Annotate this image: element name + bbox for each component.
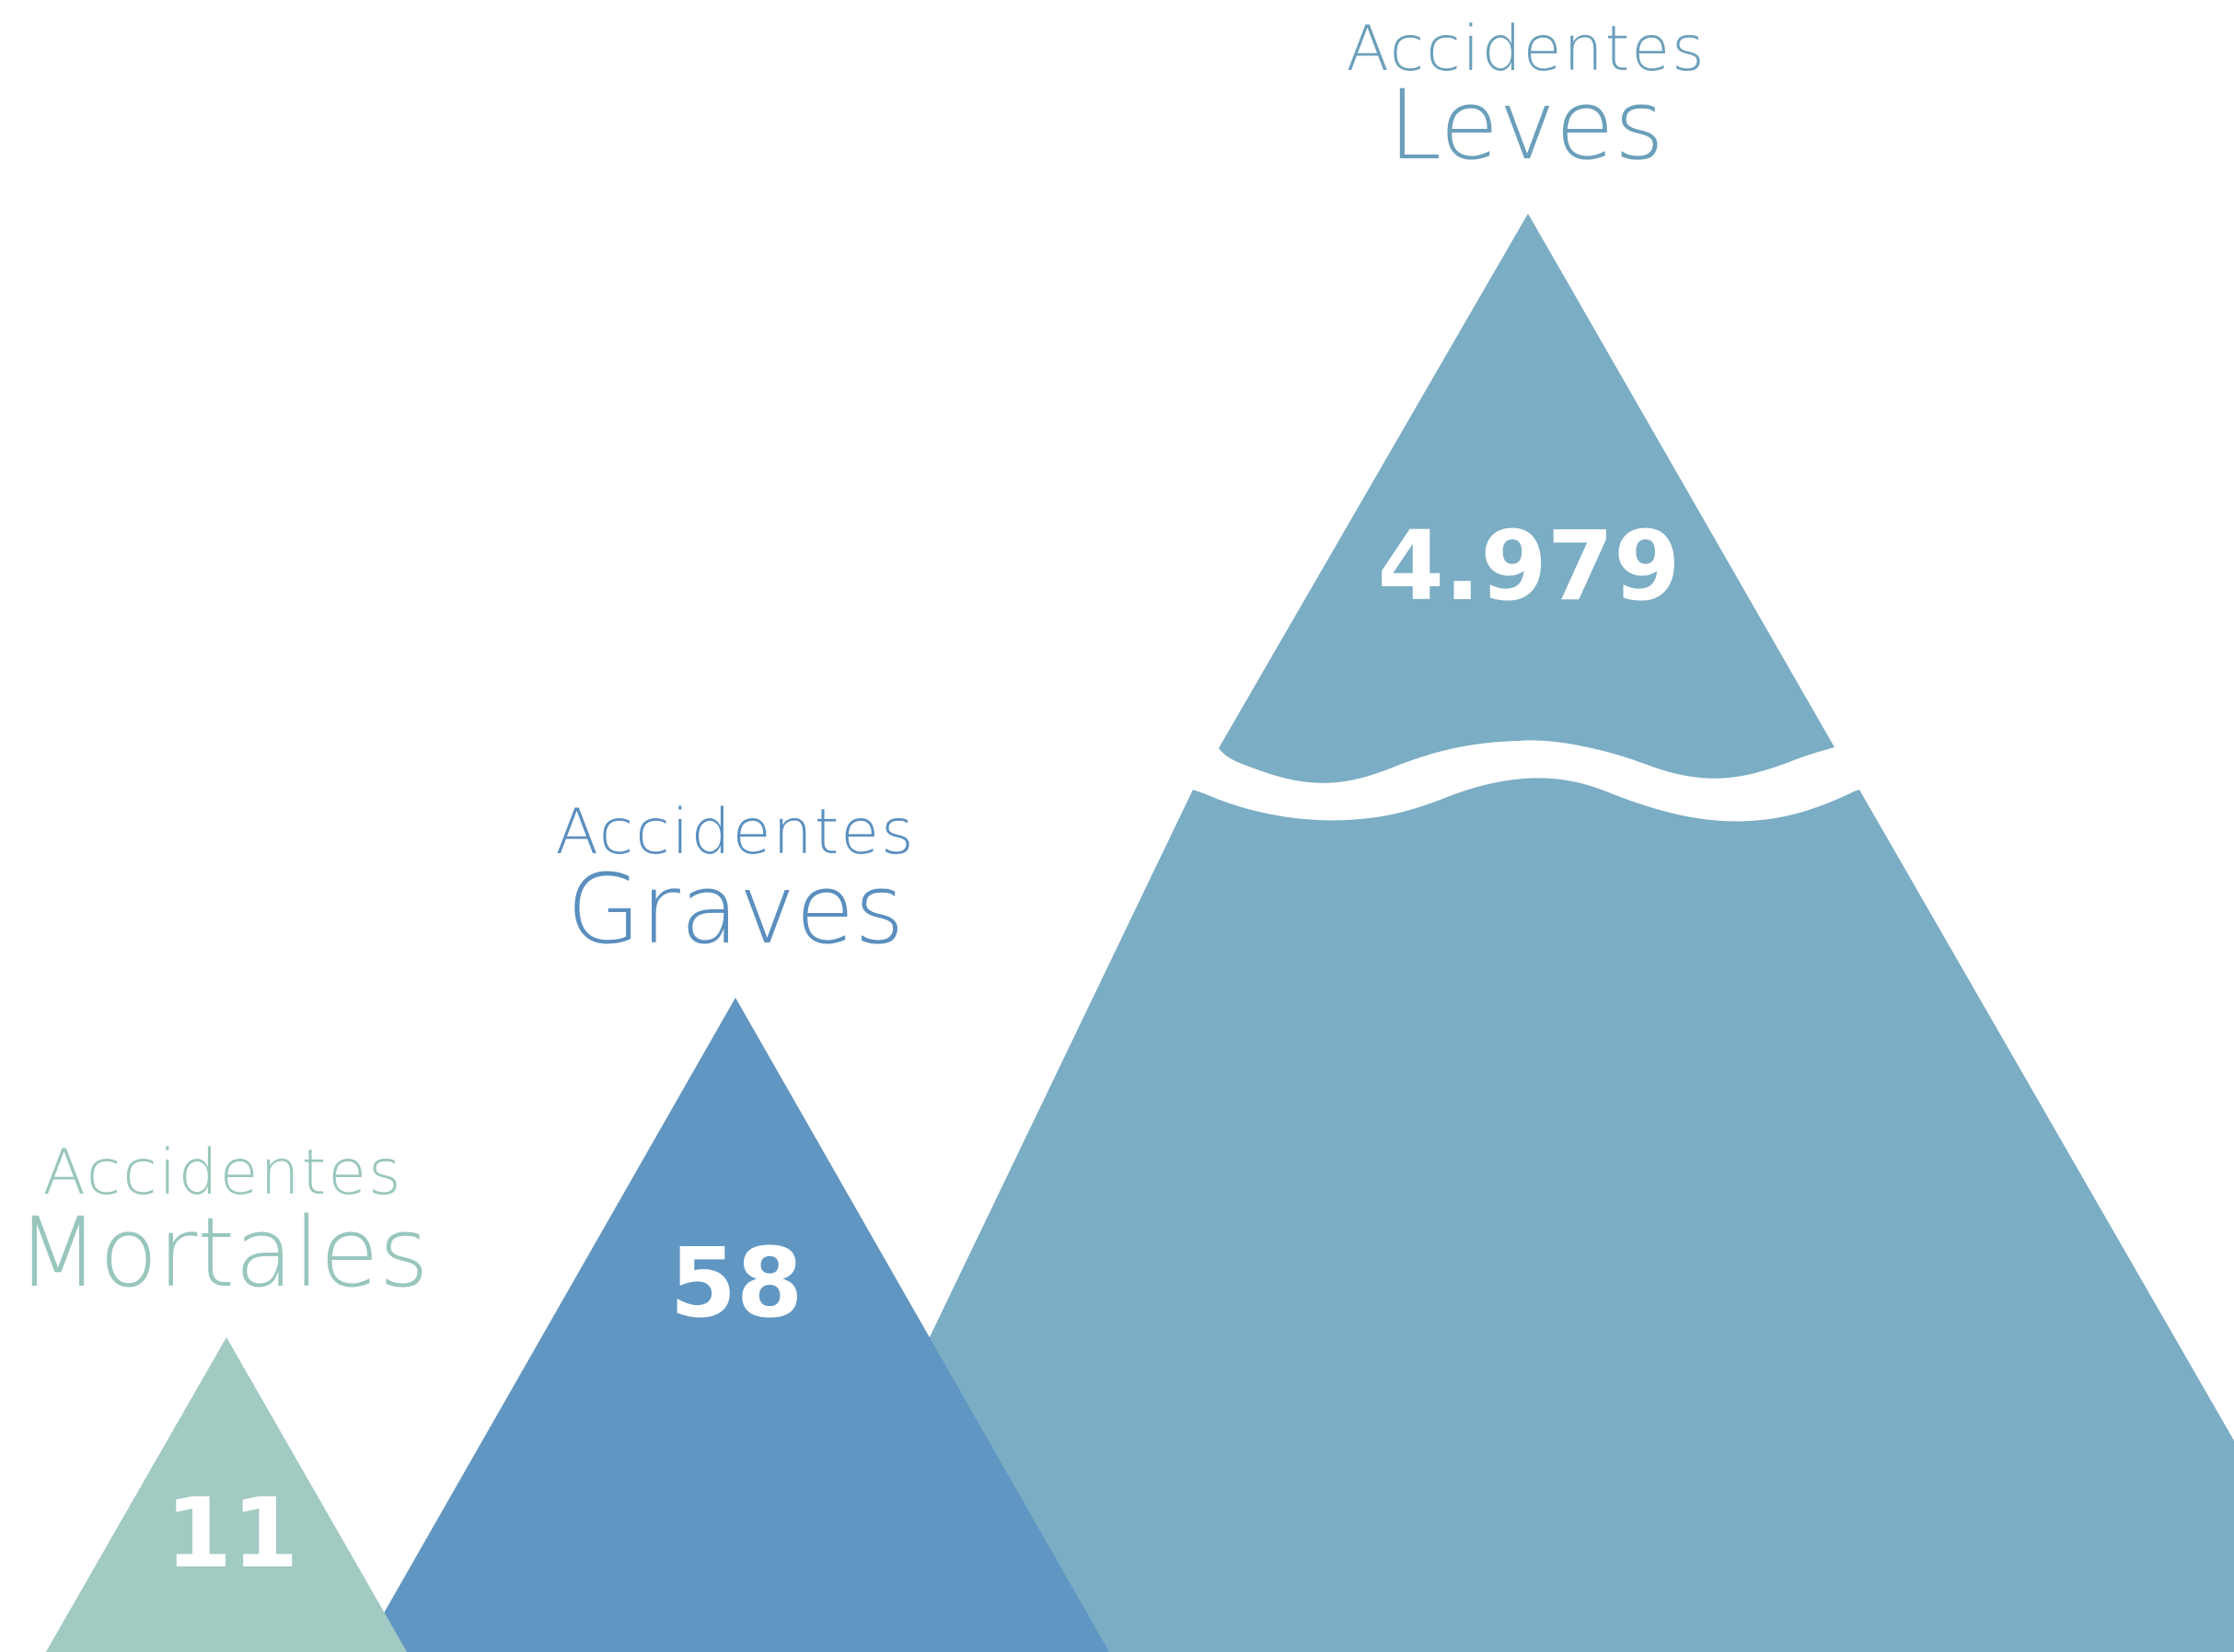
label-mortales-main: Mortales bbox=[17, 1196, 429, 1309]
label-graves-main: Graves bbox=[567, 853, 905, 965]
label-leves-top: Accidentes bbox=[1346, 13, 1706, 86]
value-graves: 58 bbox=[670, 1227, 804, 1339]
mountain-graves bbox=[361, 998, 1110, 1652]
value-leves: 4.979 bbox=[1378, 510, 1681, 622]
mountain-leves-peak bbox=[1219, 214, 1835, 783]
mountain-leves-base bbox=[762, 778, 2234, 1652]
label-graves-top: Accidentes bbox=[555, 796, 915, 869]
label-mortales-top: Accidentes bbox=[42, 1137, 402, 1209]
mountain-mortales bbox=[45, 1337, 408, 1652]
value-mortales: 11 bbox=[166, 1477, 299, 1589]
mountain-leves bbox=[762, 214, 2234, 1652]
label-leves-main: Leves bbox=[1388, 69, 1664, 181]
